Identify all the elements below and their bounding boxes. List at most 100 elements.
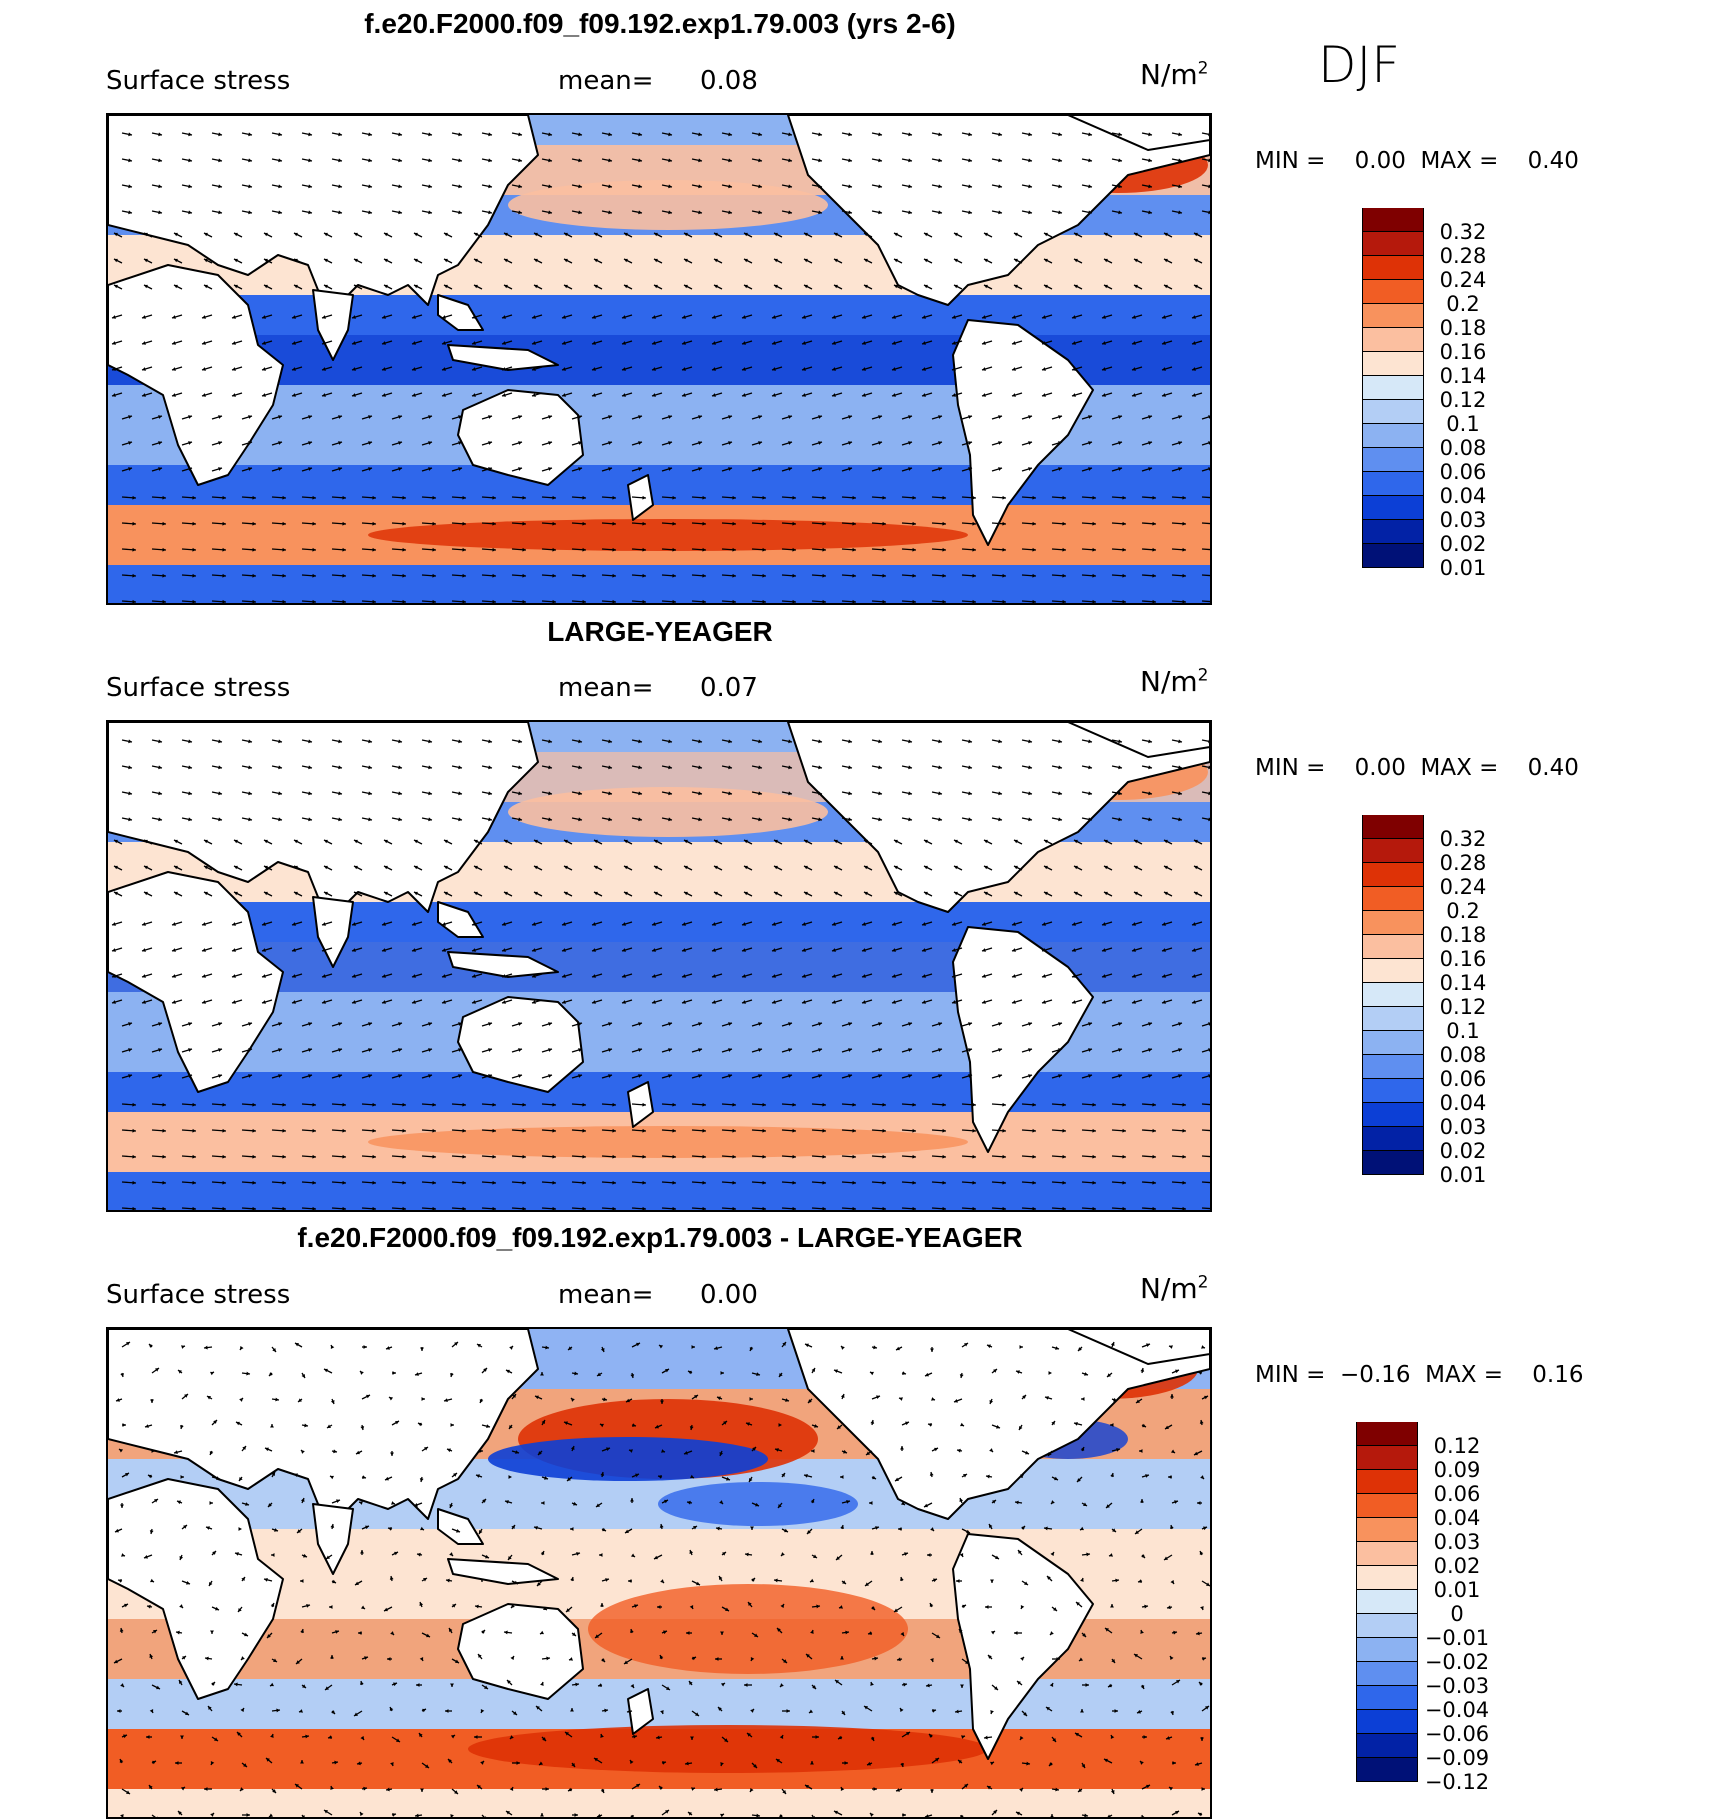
colorbar-tick-label: 0.01 <box>1439 556 1487 580</box>
panel-3-mean-label: mean= <box>558 1280 654 1310</box>
panel-3-units: N/m2 <box>1140 1272 1209 1305</box>
colorbar-tick-label: 0.04 <box>1439 1091 1487 1115</box>
colorbar-swatch <box>1362 935 1424 959</box>
colorbar-swatch <box>1362 1007 1424 1031</box>
colorbar-tick-label: 0.08 <box>1439 1043 1487 1067</box>
colorbar-swatch <box>1362 863 1424 887</box>
colorbar-tick-label: 0.02 <box>1439 1139 1487 1163</box>
colorbar-swatch <box>1356 1638 1418 1662</box>
colorbar-tick-label: −0.09 <box>1424 1746 1490 1770</box>
colorbar-swatch <box>1356 1614 1418 1638</box>
colorbar-swatch <box>1362 815 1424 839</box>
colorbar-tick-label: 0.03 <box>1433 1530 1481 1554</box>
colorbar-tick-label: 0.04 <box>1439 484 1487 508</box>
colorbar-tick-label: 0.2 <box>1446 292 1480 316</box>
colorbar-tick-label: 0.14 <box>1439 364 1487 388</box>
colorbar-tick-label: 0.08 <box>1439 436 1487 460</box>
colorbar-swatch <box>1362 448 1424 472</box>
colorbar-swatch <box>1362 1127 1424 1151</box>
colorbar-tick-label: 0.12 <box>1433 1434 1481 1458</box>
colorbar-swatch <box>1362 839 1424 863</box>
colorbar-swatch <box>1362 1103 1424 1127</box>
panel-2-variable: Surface stress <box>106 673 291 703</box>
panel-3-variable: Surface stress <box>106 1280 291 1310</box>
colorbar-tick-label: 0.04 <box>1433 1506 1481 1530</box>
panel-1-mean-value: 0.08 <box>700 66 758 96</box>
colorbar-tick-label: 0.32 <box>1439 827 1487 851</box>
colorbar-tick-label: 0.24 <box>1439 268 1487 292</box>
colorbar-swatch <box>1356 1710 1418 1734</box>
panel-1-mean-label: mean= <box>558 66 654 96</box>
panel-2-units: N/m2 <box>1140 665 1209 698</box>
panel-2-mean-value: 0.07 <box>700 673 758 703</box>
colorbar-swatch <box>1362 280 1424 304</box>
panel-3-minmax: MIN = −0.16 MAX = 0.16 <box>1255 1362 1584 1388</box>
colorbar-swatch <box>1356 1662 1418 1686</box>
colorbar-tick-label: −0.04 <box>1424 1698 1490 1722</box>
panel-3-map <box>106 1327 1212 1819</box>
colorbar-swatch <box>1362 376 1424 400</box>
panel-1-map <box>106 113 1212 605</box>
colorbar-tick-label: 0.14 <box>1439 971 1487 995</box>
colorbar-swatch <box>1362 232 1424 256</box>
colorbar-swatch <box>1356 1542 1418 1566</box>
colorbar-tick-label: −0.03 <box>1424 1674 1490 1698</box>
colorbar-swatch <box>1362 911 1424 935</box>
panel-1-minmax: MIN = 0.00 MAX = 0.40 <box>1255 148 1579 174</box>
colorbar-tick-label: −0.01 <box>1424 1626 1490 1650</box>
colorbar-swatch <box>1362 544 1424 568</box>
colorbar-tick-label: 0.06 <box>1439 1067 1487 1091</box>
colorbar-swatch <box>1356 1734 1418 1758</box>
colorbar-tick-label: 0 <box>1450 1602 1464 1626</box>
colorbar-swatch <box>1362 424 1424 448</box>
colorbar-tick-label: 0.12 <box>1439 995 1487 1019</box>
colorbar-tick-label: −0.06 <box>1424 1722 1490 1746</box>
season-label: DJF <box>1318 36 1401 94</box>
colorbar-swatch <box>1362 983 1424 1007</box>
panel-1-units: N/m2 <box>1140 58 1209 91</box>
colorbar-tick-label: 0.12 <box>1439 388 1487 412</box>
colorbar-tick-label: 0.01 <box>1433 1578 1481 1602</box>
panel-3-mean-value: 0.00 <box>700 1280 758 1310</box>
colorbar-tick-label: 0.02 <box>1433 1554 1481 1578</box>
colorbar-swatch <box>1362 304 1424 328</box>
colorbar-swatch <box>1362 400 1424 424</box>
colorbar-tick-label: 0.18 <box>1439 923 1487 947</box>
colorbar-tick-label: 0.18 <box>1439 316 1487 340</box>
colorbar-tick-label: 0.02 <box>1439 532 1487 556</box>
colorbar-swatch <box>1356 1686 1418 1710</box>
panel-2-title: LARGE-YEAGER <box>547 616 773 647</box>
colorbar-swatch <box>1362 959 1424 983</box>
colorbar-swatch <box>1356 1758 1418 1782</box>
colorbar-swatch <box>1356 1494 1418 1518</box>
colorbar-tick-label: 0.06 <box>1433 1482 1481 1506</box>
colorbar-tick-label: 0.28 <box>1439 244 1487 268</box>
colorbar-swatch <box>1362 328 1424 352</box>
colorbar-swatch <box>1362 352 1424 376</box>
colorbar-swatch <box>1362 520 1424 544</box>
colorbar-tick-label: 0.03 <box>1439 1115 1487 1139</box>
colorbar-tick-label: 0.1 <box>1446 412 1480 436</box>
colorbar-swatch <box>1362 256 1424 280</box>
colorbar-tick-label: 0.06 <box>1439 460 1487 484</box>
colorbar-swatch <box>1362 1151 1424 1175</box>
colorbar-tick-label: 0.24 <box>1439 875 1487 899</box>
colorbar-tick-label: 0.28 <box>1439 851 1487 875</box>
colorbar-swatch <box>1356 1518 1418 1542</box>
panel-1-title: f.e20.F2000.f09_f09.192.exp1.79.003 (yrs… <box>364 8 956 39</box>
panel-2-minmax: MIN = 0.00 MAX = 0.40 <box>1255 755 1579 781</box>
colorbar-tick-label: 0.1 <box>1446 1019 1480 1043</box>
colorbar-tick-label: 0.2 <box>1446 899 1480 923</box>
panel-2-map <box>106 720 1212 1212</box>
colorbar-swatch <box>1362 208 1424 232</box>
colorbar-swatch <box>1362 887 1424 911</box>
colorbar-tick-label: 0.16 <box>1439 340 1487 364</box>
colorbar-swatch <box>1362 472 1424 496</box>
panel-1-variable: Surface stress <box>106 66 291 96</box>
panel-2-mean-label: mean= <box>558 673 654 703</box>
colorbar-swatch <box>1362 496 1424 520</box>
colorbar-swatch <box>1362 1031 1424 1055</box>
colorbar-tick-label: 0.32 <box>1439 220 1487 244</box>
colorbar-tick-label: 0.09 <box>1433 1458 1481 1482</box>
colorbar-swatch <box>1356 1446 1418 1470</box>
